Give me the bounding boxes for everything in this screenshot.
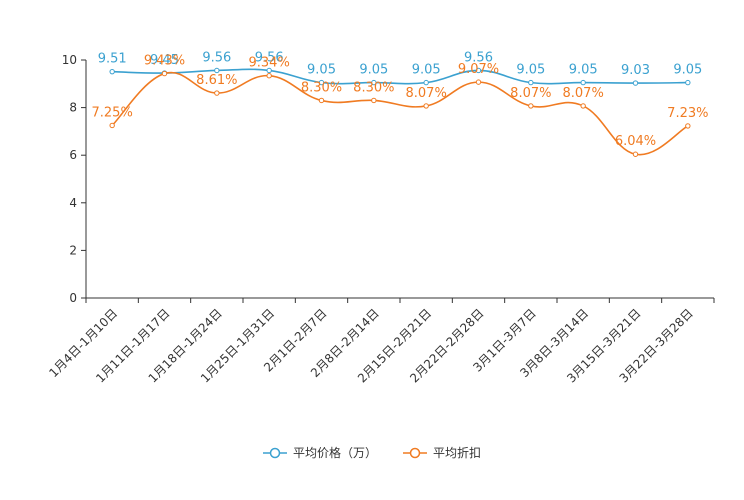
data-label-avg-price: 9.56 (255, 50, 284, 65)
data-point-avg-price[interactable] (528, 79, 534, 86)
data-point-avg-discount[interactable] (528, 103, 534, 109)
data-label-avg-price: 9.56 (202, 50, 231, 65)
data-label-avg-discount: 8.30% (301, 80, 342, 95)
data-point-avg-discount[interactable] (371, 97, 377, 104)
data-label-avg-price: 9.03 (621, 63, 650, 78)
data-label-avg-price: 9.05 (307, 63, 336, 78)
data-point-avg-discount[interactable] (423, 103, 429, 109)
data-label-avg-price: 9.05 (359, 63, 388, 78)
legend: 平均价格（万） 平均折扣 (0, 444, 744, 461)
y-tick-label: 4 (69, 196, 77, 210)
data-point-avg-discount[interactable] (475, 79, 482, 85)
series-line-avg-price (112, 68, 688, 85)
y-tick-label: 8 (69, 101, 77, 115)
data-label-avg-price: 9.45 (150, 53, 179, 68)
data-label-avg-price: 9.56 (464, 50, 493, 65)
y-tick-label: 6 (69, 148, 77, 162)
data-label-avg-discount: 7.25% (92, 105, 133, 120)
data-point-avg-price[interactable] (214, 67, 220, 74)
data-label-avg-discount: 8.07% (510, 86, 551, 101)
data-point-avg-price[interactable] (632, 80, 639, 86)
data-label-avg-discount: 9.07% (458, 62, 499, 77)
data-label-avg-discount: 8.30% (353, 80, 394, 95)
data-point-avg-discount[interactable] (685, 123, 691, 129)
data-point-avg-price[interactable] (685, 79, 691, 86)
legend-marker-avg-price (262, 447, 287, 458)
data-label-avg-price: 9.05 (412, 63, 441, 78)
data-point-avg-price[interactable] (266, 67, 272, 74)
data-point-avg-price[interactable] (371, 79, 377, 86)
data-point-avg-discount[interactable] (266, 73, 272, 79)
data-label-avg-price: 9.05 (516, 63, 545, 78)
data-point-avg-discount[interactable] (161, 70, 168, 77)
legend-label-avg-discount: 平均折扣 (433, 446, 482, 460)
data-point-avg-price[interactable] (109, 68, 115, 75)
data-point-avg-price[interactable] (318, 79, 325, 86)
data-point-avg-discount[interactable] (580, 103, 586, 109)
data-label-avg-discount: 8.07% (563, 86, 604, 101)
data-point-avg-price[interactable] (580, 79, 586, 86)
data-point-avg-discount[interactable] (318, 97, 325, 104)
legend-label-avg-price: 平均价格（万） (292, 446, 377, 460)
data-point-avg-discount[interactable] (632, 151, 639, 157)
data-point-avg-discount[interactable] (109, 122, 115, 129)
data-label-avg-discount: 9.43% (144, 54, 185, 69)
data-label-avg-price: 9.51 (98, 52, 127, 67)
legend-item-avg-discount[interactable]: 平均折扣 (403, 444, 481, 461)
series-line-avg-discount (111, 71, 689, 156)
y-tick-label: 10 (62, 53, 77, 67)
data-label-avg-price: 9.05 (673, 63, 702, 78)
data-label-avg-discount: 8.61% (196, 73, 237, 88)
legend-marker-avg-discount (403, 447, 427, 458)
data-label-avg-price: 9.05 (569, 63, 598, 78)
data-point-avg-discount[interactable] (214, 90, 220, 96)
data-point-avg-price[interactable] (475, 67, 482, 74)
data-label-avg-discount: 9.34% (249, 56, 290, 71)
data-label-avg-discount: 7.23% (667, 106, 708, 121)
y-tick-label: 2 (69, 243, 77, 257)
legend-item-avg-price[interactable]: 平均价格（万） (262, 444, 377, 461)
data-point-avg-price[interactable] (423, 79, 429, 86)
data-label-avg-discount: 6.04% (615, 134, 656, 149)
y-tick-label: 0 (69, 291, 77, 305)
data-label-avg-discount: 8.07% (406, 86, 447, 101)
